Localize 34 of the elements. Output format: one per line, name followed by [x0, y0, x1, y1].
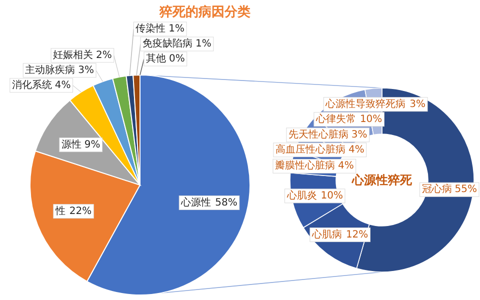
data-label: 3%	[78, 64, 94, 76]
data-label: 10%	[320, 190, 343, 202]
text: 0%	[169, 54, 185, 64]
data-label: 4%	[54, 80, 71, 91]
data-label: 3%	[351, 129, 368, 140]
data-label: 12%	[346, 229, 368, 240]
slice-label: 消化系统	[12, 78, 52, 91]
slice-label: 免疫缺陷病	[142, 38, 193, 50]
slice-label: 传染性	[136, 22, 166, 34]
slice-label: 心肌炎	[286, 189, 317, 202]
data-label: 4%	[348, 144, 364, 156]
data-label: 2%	[96, 50, 112, 61]
data-label: 9%	[84, 139, 100, 150]
slice-label: 先天性心脏病	[288, 128, 348, 140]
slice-label: 心律失常	[314, 112, 356, 125]
slice-label: 心肌病	[310, 228, 342, 240]
data-label: 55%	[454, 184, 477, 196]
slice-label: 心源性	[180, 196, 212, 208]
slice-label: 心源性导致猝死病	[324, 98, 406, 110]
slice-label: 冠心病	[422, 183, 452, 196]
data-label: 1%	[168, 24, 185, 34]
category-label: 其他	[146, 54, 166, 64]
data-label: 58%	[215, 197, 238, 208]
slice-label: 源性	[61, 138, 82, 150]
data-label: 3%	[410, 98, 426, 110]
slice-label: 妊娠相关	[53, 48, 94, 61]
slice-label: 性	[54, 204, 66, 217]
slice-label: 主动脉疾病	[25, 64, 76, 76]
chart-title: 猝死的病因分类	[158, 4, 250, 20]
data-label: 10%	[360, 114, 382, 125]
data-label: 4%	[338, 160, 354, 172]
text: 心源性猝死	[351, 173, 413, 187]
data-label: 22%	[69, 206, 92, 217]
data-label: 1%	[196, 38, 212, 50]
